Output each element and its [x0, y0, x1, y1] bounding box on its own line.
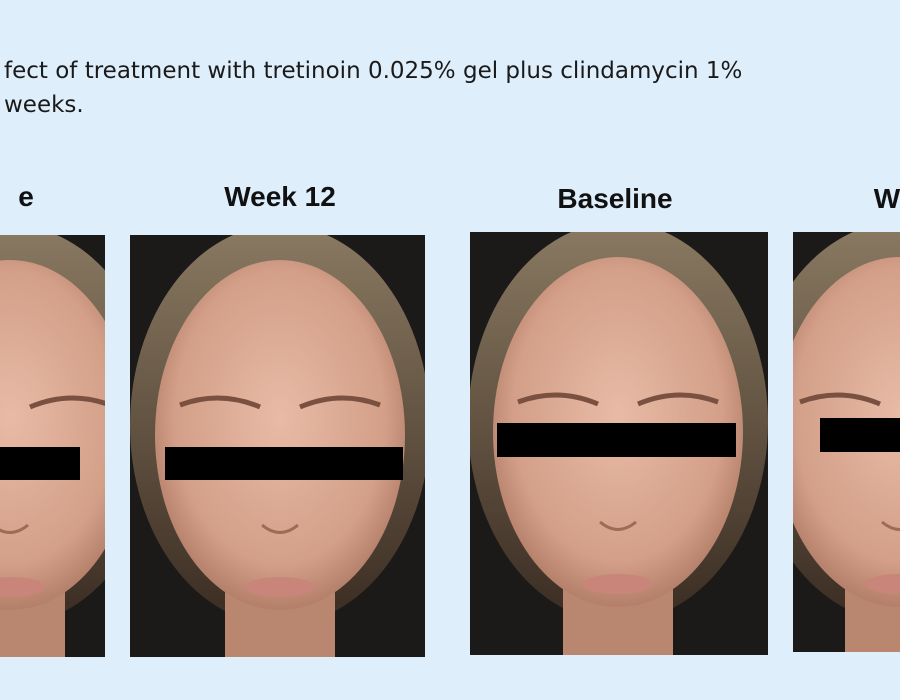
face — [0, 260, 105, 610]
nose — [261, 523, 299, 534]
nose — [881, 520, 900, 531]
lips — [583, 574, 653, 594]
nose — [0, 523, 29, 534]
photo — [793, 232, 900, 652]
nose — [599, 520, 637, 531]
photos — [0, 232, 900, 657]
lips — [245, 577, 315, 597]
brow — [637, 392, 719, 407]
panel-label: W — [874, 183, 900, 214]
brow — [517, 392, 599, 407]
privacy-bar — [165, 447, 403, 480]
photo — [470, 232, 768, 655]
panel-label: Week 12 — [224, 181, 336, 212]
brow — [179, 395, 261, 410]
panel-label: Baseline — [557, 183, 672, 214]
brow — [799, 392, 881, 407]
panel-label: e — [18, 181, 34, 212]
face — [155, 260, 405, 610]
privacy-bar — [0, 447, 80, 480]
caption-line: fect of treatment with tretinoin 0.025% … — [4, 58, 742, 84]
photo — [0, 235, 105, 657]
brow — [299, 395, 381, 410]
caption-line: weeks. — [4, 92, 84, 118]
lips — [865, 574, 900, 594]
photo — [130, 235, 425, 657]
privacy-bar — [820, 418, 900, 452]
privacy-bar — [497, 423, 736, 457]
lips — [0, 577, 45, 597]
brow — [29, 395, 105, 410]
